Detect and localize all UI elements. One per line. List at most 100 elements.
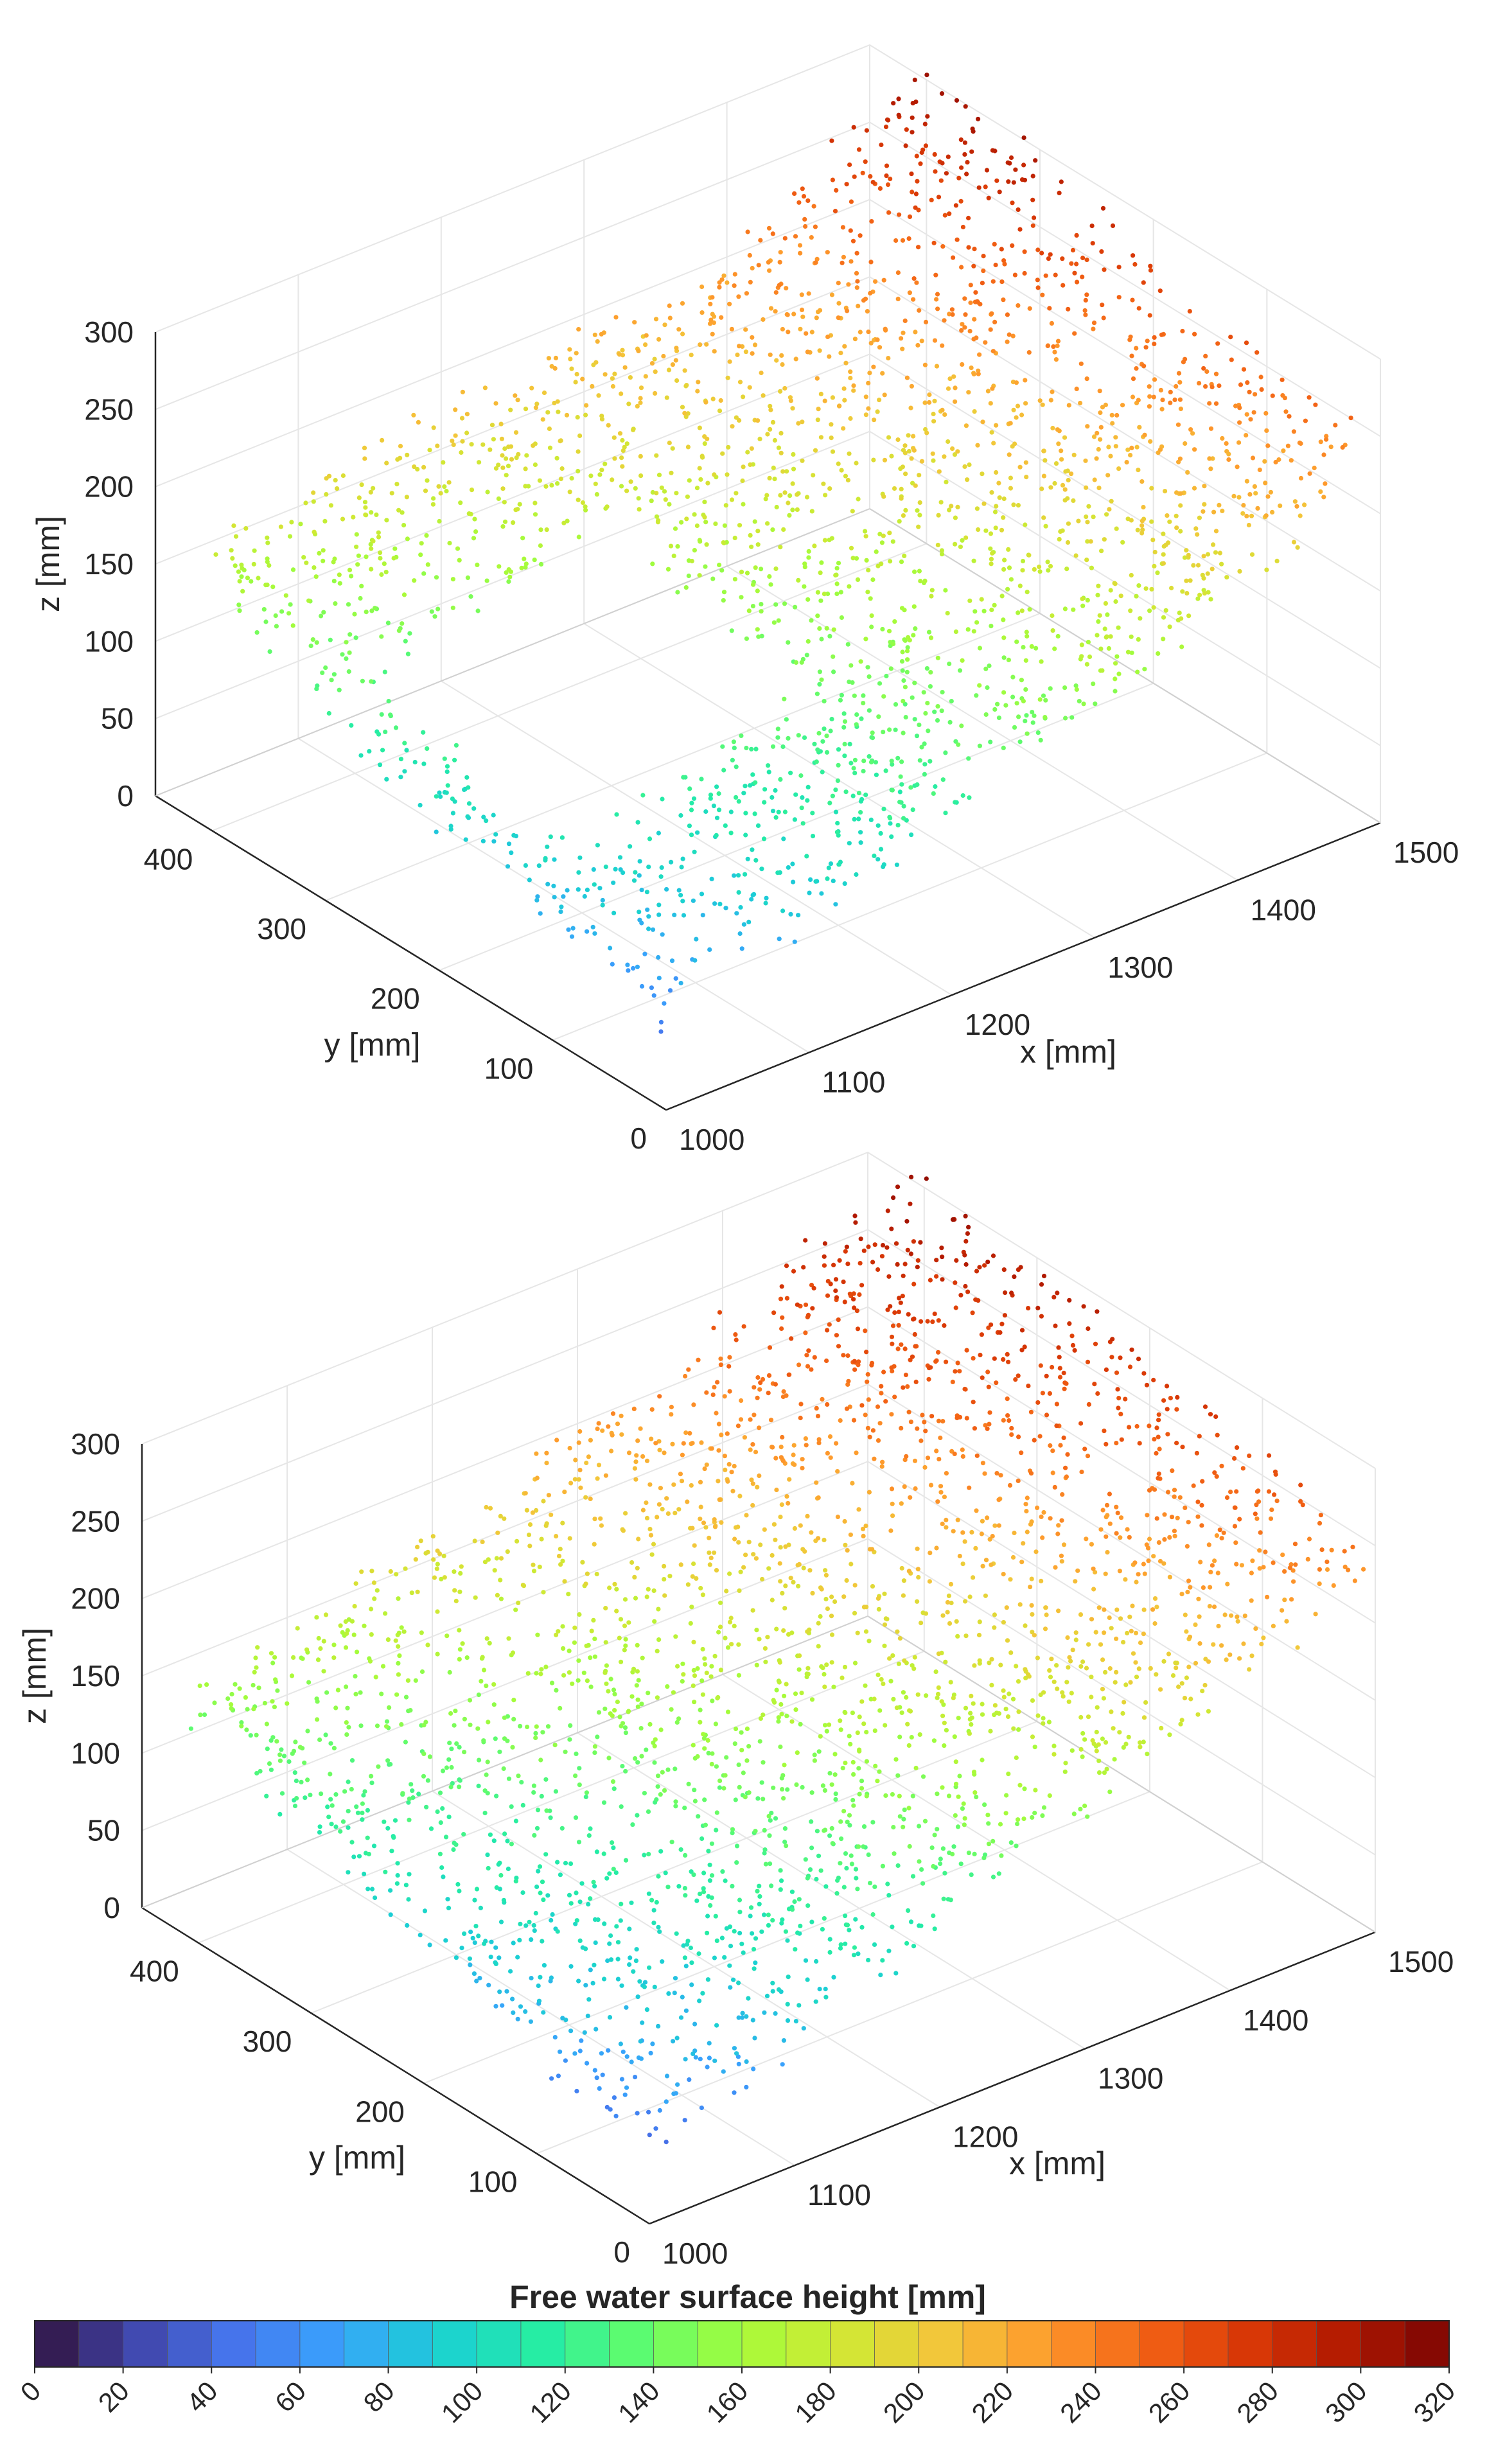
data-point	[1058, 529, 1063, 534]
data-point	[614, 812, 619, 817]
data-point	[615, 1699, 620, 1705]
data-point	[489, 423, 495, 428]
data-point	[1023, 378, 1028, 383]
data-point	[574, 1890, 579, 1896]
x-tick-label: 1100	[807, 2178, 871, 2212]
data-point	[639, 920, 644, 926]
data-point	[935, 655, 940, 660]
data-point	[1074, 233, 1079, 238]
data-point	[753, 1449, 759, 1455]
data-point	[980, 1375, 985, 1380]
data-point	[583, 412, 588, 418]
data-point	[351, 1632, 356, 1637]
data-point	[552, 1743, 558, 1748]
data-point	[520, 536, 525, 541]
data-point	[960, 322, 965, 327]
data-point	[594, 2075, 599, 2081]
colorbar-cell	[1316, 2320, 1362, 2368]
data-point	[656, 955, 661, 960]
data-point	[773, 1382, 778, 1387]
data-point	[797, 1653, 802, 1659]
data-point	[716, 1421, 721, 1427]
data-point	[1154, 1605, 1159, 1610]
box-edge	[155, 508, 870, 796]
data-point	[633, 1477, 638, 1482]
data-point	[1106, 646, 1111, 651]
data-point	[766, 763, 771, 768]
data-point	[919, 339, 924, 344]
data-point	[851, 1297, 856, 1302]
data-point	[1023, 1502, 1028, 1507]
data-point	[518, 1921, 523, 1926]
data-point	[362, 1623, 367, 1628]
data-point	[1009, 1290, 1014, 1296]
data-point	[781, 1389, 786, 1394]
data-point	[846, 282, 851, 287]
data-point	[679, 520, 684, 525]
data-point	[1236, 440, 1242, 445]
data-point	[599, 468, 604, 473]
data-point	[1183, 1505, 1188, 1510]
data-point	[777, 1660, 782, 1665]
data-point	[919, 1621, 924, 1626]
data-point	[1157, 447, 1163, 452]
z-axis-label: z [mm]	[17, 1628, 53, 1724]
data-point	[949, 699, 954, 704]
data-point	[510, 1650, 516, 1655]
data-point	[346, 1809, 351, 1814]
data-point	[554, 1438, 559, 1443]
data-point	[864, 1350, 869, 1355]
data-point	[907, 1844, 912, 1849]
data-point	[839, 1836, 844, 1842]
data-point	[360, 1810, 365, 1815]
data-point	[708, 301, 713, 306]
data-point	[664, 2099, 669, 2104]
data-point	[424, 533, 429, 538]
data-point	[704, 1390, 709, 1395]
data-point	[553, 1789, 559, 1794]
data-point	[1213, 550, 1219, 555]
data-point	[635, 1669, 640, 1674]
data-point	[701, 1870, 707, 1876]
data-point	[399, 1625, 404, 1630]
data-point	[942, 1323, 947, 1328]
data-point	[1018, 1265, 1023, 1270]
data-point	[673, 1634, 678, 1639]
data-point	[1112, 1757, 1117, 1762]
data-point	[665, 1767, 671, 1772]
data-point	[415, 466, 420, 472]
data-point	[676, 1507, 682, 1512]
data-point	[1182, 1696, 1188, 1701]
data-point	[1305, 1556, 1310, 1562]
data-point	[1161, 552, 1166, 557]
data-point	[687, 823, 692, 829]
data-point	[400, 621, 405, 626]
data-point	[868, 759, 874, 765]
data-point	[495, 1530, 500, 1535]
data-point	[647, 1965, 652, 1970]
data-point	[755, 1484, 760, 1490]
data-point	[744, 570, 750, 576]
data-point	[1003, 703, 1008, 708]
data-point	[818, 1614, 823, 1619]
data-point	[829, 1614, 834, 1619]
data-point	[985, 1260, 990, 1265]
data-point	[1030, 1698, 1035, 1703]
data-point	[455, 546, 461, 551]
colorbar-cell	[388, 2320, 434, 2368]
data-point	[1056, 441, 1061, 446]
data-point	[515, 1955, 520, 1960]
data-point	[1102, 267, 1107, 272]
data-point	[432, 614, 437, 619]
data-point	[679, 865, 684, 870]
data-point	[552, 857, 557, 862]
data-point	[678, 813, 683, 818]
data-point	[1156, 1471, 1161, 1476]
data-point	[782, 385, 788, 391]
data-point	[656, 1924, 661, 1930]
data-point	[626, 968, 631, 973]
data-point	[981, 268, 986, 274]
data-point	[1079, 654, 1084, 659]
data-point	[1287, 414, 1292, 419]
data-point	[839, 692, 844, 698]
